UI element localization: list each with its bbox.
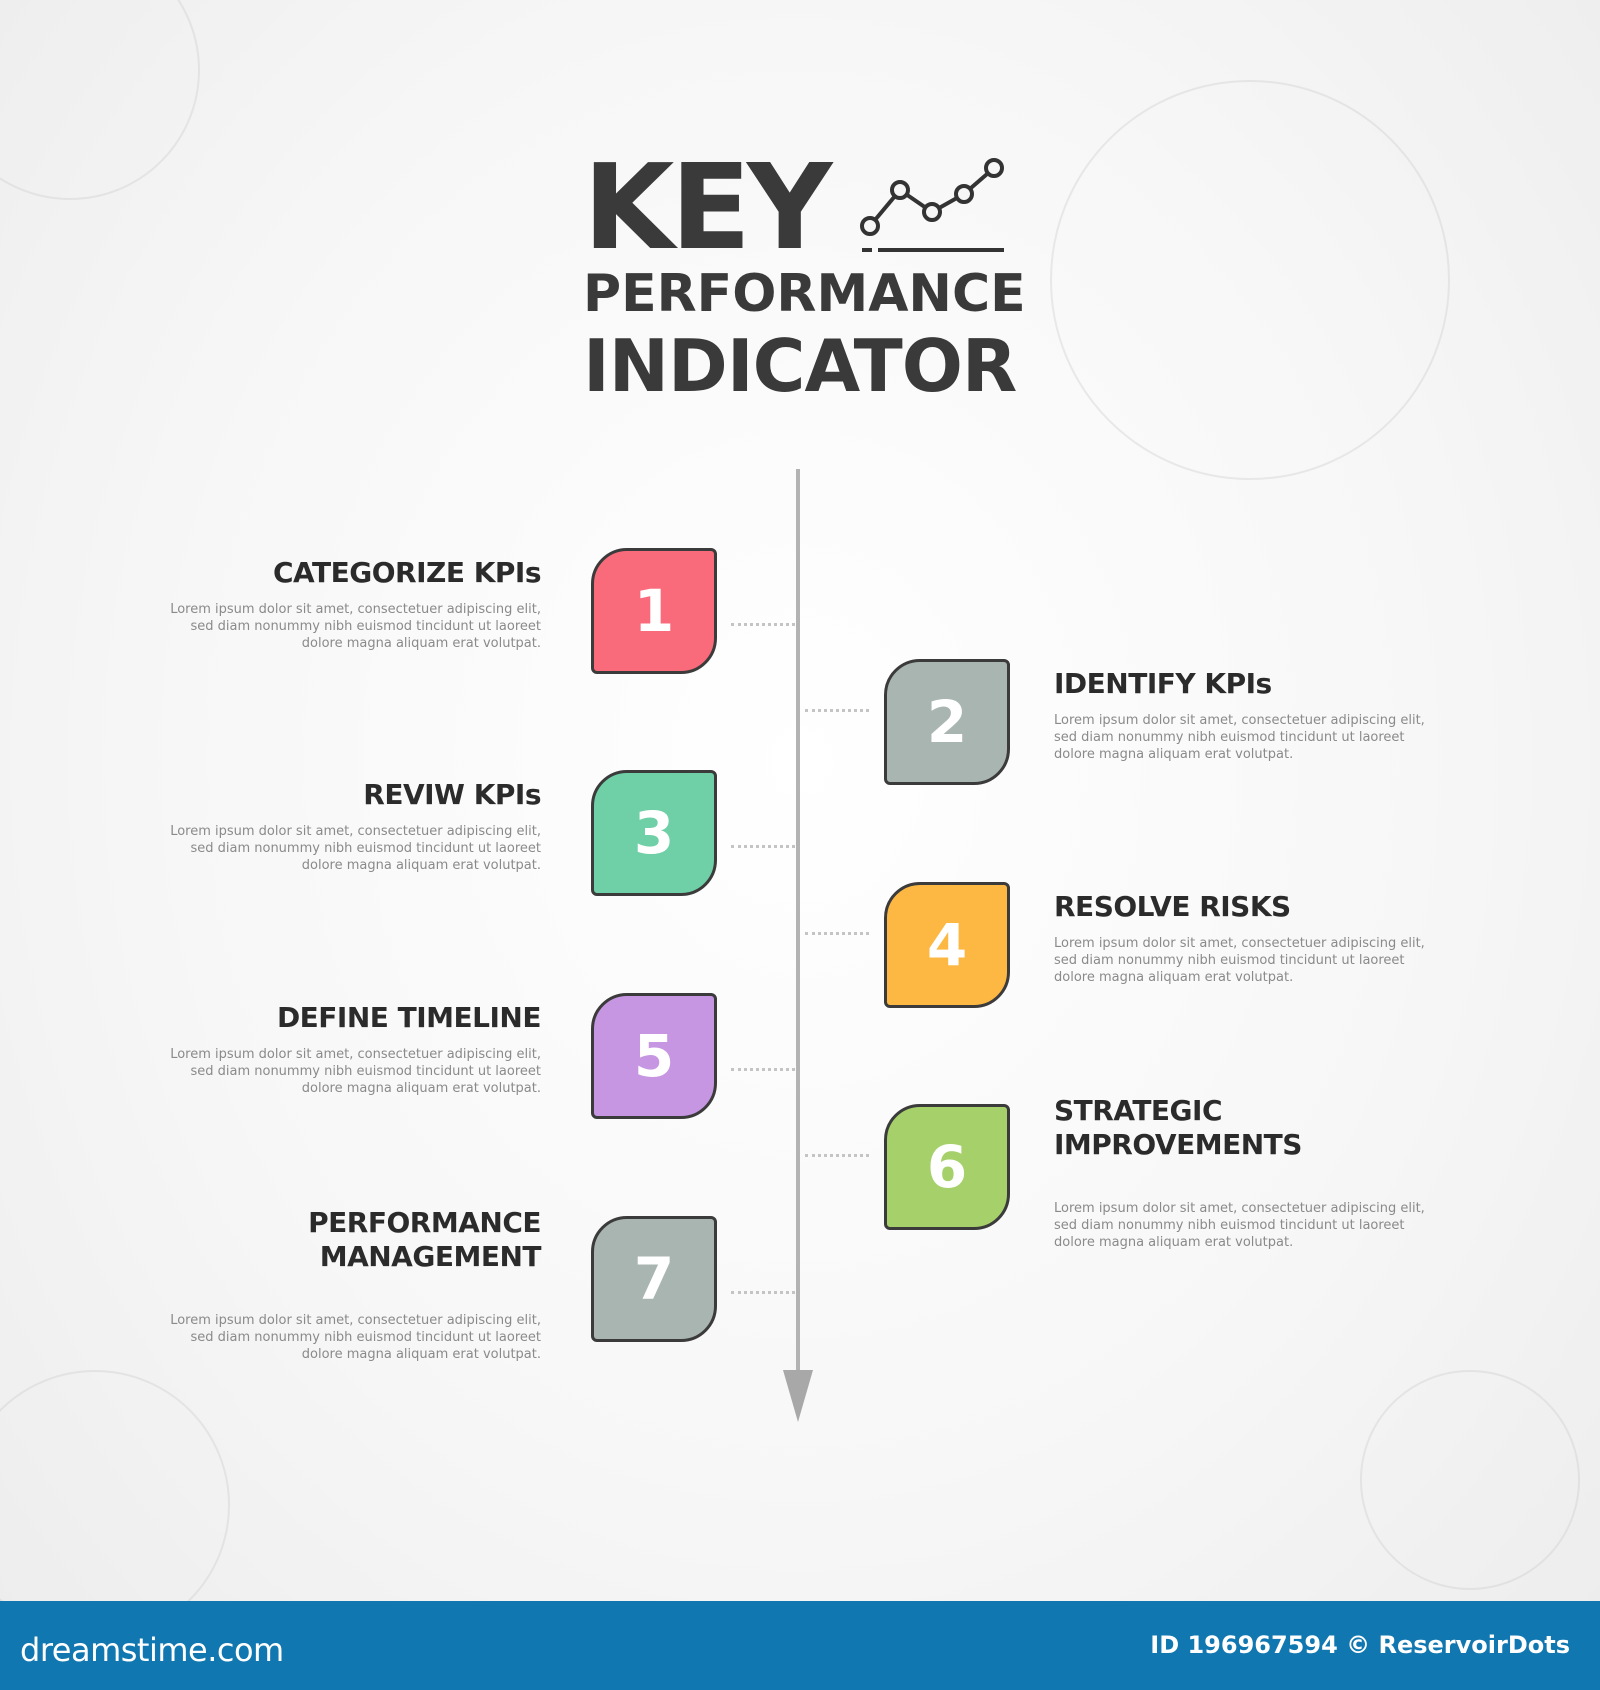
step-card-6: 6	[884, 1104, 1010, 1230]
connector-dots	[731, 1291, 795, 1294]
description-line: Lorem ipsum dolor sit amet, consectetuer…	[170, 602, 541, 617]
step-description: Lorem ipsum dolor sit amet, consectetuer…	[170, 1312, 541, 1363]
step-title: PERFORMANCE MANAGEMENT	[308, 1206, 541, 1273]
title-performance: PERFORMANCE	[583, 264, 1026, 324]
step-description: Lorem ipsum dolor sit amet, consectetuer…	[170, 601, 541, 652]
step-card-7: 7	[591, 1216, 717, 1342]
description-line: Lorem ipsum dolor sit amet, consectetuer…	[170, 824, 541, 839]
footer-bar: dreamstime.com ID 196967594 © ReservoirD…	[0, 1601, 1600, 1690]
dreamstime-logo[interactable]: dreamstime.com	[20, 1631, 284, 1669]
step-description: Lorem ipsum dolor sit amet, consectetuer…	[1054, 935, 1425, 986]
description-line: dolore magna aliquam erat volutpat.	[301, 858, 541, 873]
step-title: IDENTIFY KPIs	[1054, 667, 1272, 700]
description-line: dolore magna aliquam erat volutpat.	[1054, 970, 1294, 985]
description-line: sed diam nonummy nibh euismod tincidunt …	[190, 1330, 541, 1345]
connector-dots	[731, 623, 795, 626]
step-description: Lorem ipsum dolor sit amet, consectetuer…	[170, 823, 541, 874]
connector-dots	[731, 845, 795, 848]
arrow-down-icon	[783, 1370, 813, 1422]
description-line: Lorem ipsum dolor sit amet, consectetuer…	[170, 1047, 541, 1062]
description-line: dolore magna aliquam erat volutpat.	[301, 636, 541, 651]
gear-decoration	[0, 0, 200, 200]
connector-dots	[805, 709, 869, 712]
step-card-3: 3	[591, 770, 717, 896]
step-description: Lorem ipsum dolor sit amet, consectetuer…	[1054, 1200, 1425, 1251]
step-card-2: 2	[884, 659, 1010, 785]
description-line: Lorem ipsum dolor sit amet, consectetuer…	[1054, 1201, 1425, 1216]
description-line: dolore magna aliquam erat volutpat.	[1054, 1235, 1294, 1250]
description-line: sed diam nonummy nibh euismod tincidunt …	[1054, 1218, 1405, 1233]
description-line: Lorem ipsum dolor sit amet, consectetuer…	[170, 1313, 541, 1328]
step-card-1: 1	[591, 548, 717, 674]
step-title: STRATEGIC IMPROVEMENTS	[1054, 1094, 1302, 1161]
connector-dots	[805, 1154, 869, 1157]
step-card-5: 5	[591, 993, 717, 1119]
description-line: sed diam nonummy nibh euismod tincidunt …	[190, 1064, 541, 1079]
step-title: REVIW KPIs	[363, 778, 541, 811]
timeline-axis	[796, 469, 800, 1384]
connector-dots	[805, 932, 869, 935]
image-credit: ID 196967594 © ReservoirDots	[1150, 1631, 1570, 1659]
description-line: sed diam nonummy nibh euismod tincidunt …	[190, 841, 541, 856]
line-chart-icon	[860, 158, 1004, 252]
description-line: dolore magna aliquam erat volutpat.	[301, 1347, 541, 1362]
description-line: Lorem ipsum dolor sit amet, consectetuer…	[1054, 936, 1425, 951]
description-line: sed diam nonummy nibh euismod tincidunt …	[1054, 953, 1405, 968]
gear-decoration	[1360, 1370, 1580, 1590]
title-key: KEY	[583, 138, 832, 276]
description-line: dolore magna aliquam erat volutpat.	[1054, 747, 1294, 762]
gear-decoration	[0, 1370, 230, 1640]
step-title: RESOLVE RISKS	[1054, 890, 1291, 923]
description-line: sed diam nonummy nibh euismod tincidunt …	[1054, 730, 1405, 745]
step-description: Lorem ipsum dolor sit amet, consectetuer…	[170, 1046, 541, 1097]
step-description: Lorem ipsum dolor sit amet, consectetuer…	[1054, 712, 1425, 763]
description-line: sed diam nonummy nibh euismod tincidunt …	[190, 619, 541, 634]
step-title: CATEGORIZE KPIs	[272, 556, 542, 589]
connector-dots	[731, 1068, 795, 1071]
step-title: DEFINE TIMELINE	[276, 1001, 542, 1034]
description-line: dolore magna aliquam erat volutpat.	[301, 1081, 541, 1096]
title-indicator: INDICATOR	[583, 324, 1017, 408]
description-line: Lorem ipsum dolor sit amet, consectetuer…	[1054, 713, 1425, 728]
step-card-4: 4	[884, 882, 1010, 1008]
gear-decoration	[1050, 80, 1450, 480]
